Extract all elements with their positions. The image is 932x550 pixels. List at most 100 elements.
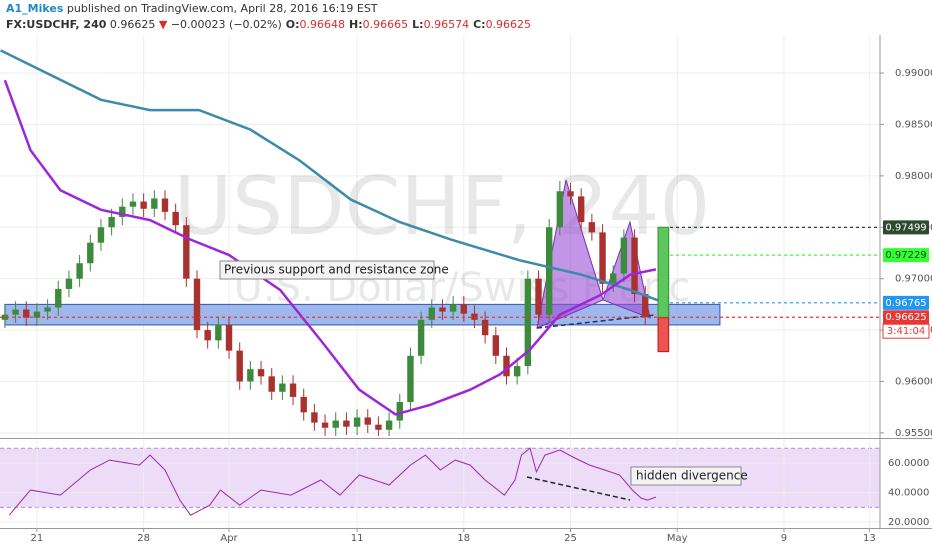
position-stop [657, 317, 670, 353]
candle-body [311, 412, 318, 423]
ohlc-key: L: [412, 18, 424, 31]
candle-body [375, 424, 382, 430]
ohlc: O:0.96648 H:0.96665 L:0.96574 C:0.96625 [282, 18, 531, 31]
candle-body [332, 420, 339, 428]
candle-body [460, 304, 467, 314]
candle-body [599, 232, 606, 284]
x-tick-label: 21 [31, 533, 44, 544]
candle-body [321, 422, 329, 428]
support-zone [4, 303, 721, 326]
candle-body [23, 309, 30, 318]
x-tick-label: 11 [351, 533, 364, 544]
y-tick-label: 40.0000 [888, 488, 929, 499]
annotation-box [630, 466, 742, 486]
candle-body [631, 237, 638, 295]
candle-body [33, 311, 41, 318]
ohlc-value: 0.96648 [299, 18, 346, 31]
candle-body [55, 288, 62, 308]
candle-body [524, 278, 532, 367]
x-tick-label: 9 [781, 533, 787, 544]
candle-body [353, 417, 361, 427]
divergence-line [526, 476, 631, 501]
price-tag-label: 0.96625 [885, 312, 926, 323]
publish-line: A1_Mikes published on TradingView.com, A… [6, 2, 378, 15]
candle-body [183, 225, 190, 279]
candle-body [97, 227, 105, 243]
trend-line [536, 314, 656, 329]
x-tick-label: 18 [457, 533, 470, 544]
x-tick-label: 13 [863, 533, 876, 544]
last-price: 0.96625 [109, 18, 156, 31]
candle-body [439, 307, 446, 312]
candle-body [396, 402, 403, 421]
candle-body [1, 314, 9, 320]
y-tick-label: 20.0000 [888, 517, 929, 528]
candle-body [407, 355, 414, 403]
position-target [657, 226, 670, 319]
candle-body [417, 319, 425, 356]
candle-body [257, 369, 265, 377]
candle-body [129, 201, 137, 207]
candle-body [76, 263, 83, 279]
candle-body [172, 211, 179, 226]
price-tag-label: 0.96765 [885, 298, 926, 309]
candle-body [236, 350, 243, 382]
x-tick-label: 25 [564, 533, 577, 544]
price-plot [0, 49, 880, 436]
candle-body [204, 330, 211, 341]
candle-body [44, 307, 51, 312]
ohlc-value: 0.96574 [423, 18, 470, 31]
price-tag-label: 0.97229 [885, 250, 926, 261]
candle-body [620, 237, 628, 274]
candle-body [268, 376, 275, 392]
author[interactable]: A1_Mikes [6, 2, 64, 15]
y-tick-label: 60.0000 [888, 458, 929, 469]
candle-body [193, 278, 201, 331]
change-arrow: ▼ [158, 18, 168, 31]
candle-body [289, 383, 297, 397]
published: published on TradingView.com, April 28, … [66, 2, 378, 15]
change: −0.00023 (−0.02%) [170, 18, 282, 31]
quote-line: FX:USDCHF, 240 0.96625 ▼ −0.00023 (−0.02… [6, 18, 531, 31]
price-tag [883, 248, 929, 263]
rsi-panel: 20.0000 40.0000 60.0000 21 28 Apr 11 18 25 May 9 13… [0, 440, 929, 544]
candle-body [428, 307, 435, 320]
candle-body [12, 309, 19, 315]
moving-average [0, 49, 659, 302]
rsi-band [0, 448, 880, 508]
candle-body [545, 227, 553, 315]
candle-body [300, 396, 307, 413]
candle-body [119, 206, 126, 217]
candle-body [364, 417, 371, 425]
candle-body [161, 198, 169, 212]
header: A1_Mikes published on TradingView.com, A… [0, 0, 880, 34]
ohlc-key: O: [285, 18, 300, 31]
annotation-box [219, 260, 435, 280]
candle-body [588, 222, 596, 233]
candle-body [343, 420, 350, 427]
candle-body [151, 198, 158, 209]
candle-body [140, 201, 147, 209]
candle-body [535, 278, 542, 315]
candle-body [513, 366, 521, 377]
moving-average [3, 79, 657, 416]
symbol: FX:USDCHF, 240 [6, 18, 107, 31]
price-tag [883, 220, 929, 235]
ohlc-key: C: [473, 18, 486, 31]
y-tick-label: 0.99000 [895, 68, 932, 79]
candle-body [247, 369, 254, 382]
price-tag-label: 0.97499 [885, 222, 926, 233]
x-tick-label: May [667, 533, 688, 544]
candle-body [492, 335, 500, 356]
price-tag [883, 295, 929, 310]
rsi-line [8, 447, 657, 516]
candle-body [385, 420, 393, 430]
ohlc-key: H: [349, 18, 363, 31]
candle-body [610, 273, 617, 284]
